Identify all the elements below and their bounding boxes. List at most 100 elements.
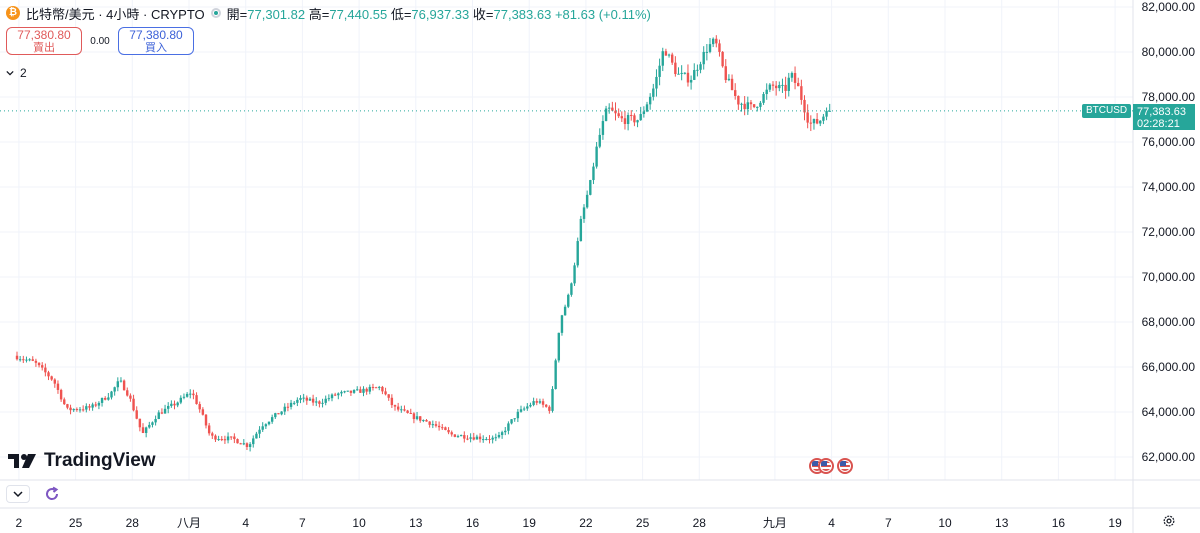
candle-body bbox=[160, 412, 164, 414]
candle-body bbox=[626, 114, 630, 125]
candle-body bbox=[636, 120, 639, 123]
collapse-button[interactable] bbox=[6, 485, 30, 503]
buy-button[interactable]: 77,380.80 買入 bbox=[118, 27, 194, 55]
candle-body bbox=[693, 70, 696, 80]
candle-body bbox=[740, 103, 743, 105]
candle-body bbox=[315, 401, 318, 403]
candle-body bbox=[696, 69, 699, 71]
candle-body bbox=[592, 166, 595, 181]
candle-body bbox=[321, 402, 324, 404]
candle-body bbox=[97, 402, 101, 406]
candle-body bbox=[774, 85, 778, 89]
candle-body bbox=[66, 404, 69, 408]
candle-body bbox=[59, 389, 63, 400]
candle-body bbox=[642, 111, 646, 115]
candle-body bbox=[472, 437, 475, 440]
refresh-icon[interactable] bbox=[44, 486, 60, 502]
candle-body bbox=[305, 397, 309, 401]
candle-body bbox=[94, 404, 97, 406]
market-open-dot-icon bbox=[210, 8, 221, 18]
candle-body bbox=[226, 436, 230, 441]
candle-body bbox=[724, 66, 727, 81]
candle-body bbox=[667, 54, 671, 56]
candle-body bbox=[422, 420, 425, 422]
candle-body bbox=[658, 65, 661, 77]
candle-body bbox=[258, 429, 261, 434]
candle-body bbox=[664, 51, 668, 56]
candle-body bbox=[340, 391, 343, 394]
x-tick-label: 九月 bbox=[763, 516, 787, 530]
y-tick-label: 64,000.00 bbox=[1142, 405, 1196, 419]
candle-body bbox=[189, 393, 192, 395]
sell-button[interactable]: 77,380.80 賣出 bbox=[6, 27, 82, 55]
candle-body bbox=[447, 430, 450, 433]
x-tick-label: 13 bbox=[995, 516, 1009, 530]
candle-body bbox=[765, 89, 768, 95]
candle-body bbox=[756, 106, 759, 108]
candle-body bbox=[762, 94, 765, 103]
symbol-title[interactable]: 比特幣/美元 · 4小時 · CRYPTO bbox=[26, 6, 205, 22]
candle-body bbox=[25, 359, 28, 361]
candle-body bbox=[365, 388, 368, 392]
candle-body bbox=[456, 436, 460, 438]
candle-body bbox=[563, 306, 567, 316]
candle-body bbox=[220, 439, 223, 441]
candle-body bbox=[705, 51, 709, 53]
candle-body bbox=[608, 107, 611, 109]
candle-body bbox=[469, 437, 472, 439]
x-tick-label: 25 bbox=[69, 516, 83, 530]
candle-body bbox=[318, 401, 321, 404]
y-tick-label: 80,000.00 bbox=[1142, 45, 1196, 59]
candle-body bbox=[752, 104, 756, 108]
candle-body bbox=[428, 421, 431, 425]
candle-body bbox=[437, 425, 441, 428]
candle-body bbox=[825, 110, 828, 117]
candle-body bbox=[450, 432, 453, 435]
candle-body bbox=[157, 412, 160, 419]
candle-body bbox=[526, 406, 529, 409]
candle-body bbox=[585, 194, 589, 208]
candle-body bbox=[567, 294, 570, 307]
tradingview-logo[interactable]: TradingView bbox=[8, 450, 156, 472]
gear-icon[interactable] bbox=[1162, 514, 1176, 528]
candle-body bbox=[302, 397, 305, 399]
candle-body bbox=[296, 399, 299, 403]
candle-body bbox=[41, 365, 44, 368]
candle-body bbox=[201, 409, 205, 415]
candle-body bbox=[211, 433, 214, 436]
candle-body bbox=[75, 409, 79, 411]
x-tick-label: 4 bbox=[828, 516, 835, 530]
candle-body bbox=[639, 114, 642, 121]
x-tick-label: 19 bbox=[1108, 516, 1122, 530]
economic-event-flag-icon[interactable] bbox=[818, 458, 834, 474]
candle-body bbox=[176, 402, 179, 406]
x-tick-label: 28 bbox=[693, 516, 707, 530]
candle-body bbox=[516, 411, 520, 419]
indicators-toggle[interactable]: 2 bbox=[6, 64, 27, 82]
candle-body bbox=[743, 103, 746, 110]
candle-body bbox=[88, 406, 91, 408]
candle-body bbox=[781, 84, 784, 86]
candle-body bbox=[570, 283, 573, 295]
candle-body bbox=[182, 396, 186, 398]
candle-body bbox=[267, 421, 271, 425]
candle-body bbox=[431, 424, 435, 426]
candle-body bbox=[579, 218, 583, 242]
legend-header: ₿ 比特幣/美元 · 4小時 · CRYPTO 開=77,301.82 高=77… bbox=[6, 4, 651, 22]
economic-event-flag-icon[interactable] bbox=[837, 458, 853, 474]
candle-body bbox=[466, 438, 469, 440]
candle-body bbox=[239, 443, 242, 445]
candle-body bbox=[614, 110, 617, 114]
candle-body bbox=[715, 38, 718, 44]
candle-body bbox=[510, 419, 513, 424]
candle-body bbox=[522, 408, 526, 410]
candle-body bbox=[381, 386, 384, 392]
candle-body bbox=[110, 391, 113, 398]
chevron-down-icon bbox=[6, 70, 14, 76]
candle-body bbox=[812, 119, 816, 124]
candle-body bbox=[576, 241, 579, 266]
candle-body bbox=[104, 397, 107, 400]
candle-body bbox=[327, 398, 331, 400]
candle-body bbox=[620, 116, 624, 119]
